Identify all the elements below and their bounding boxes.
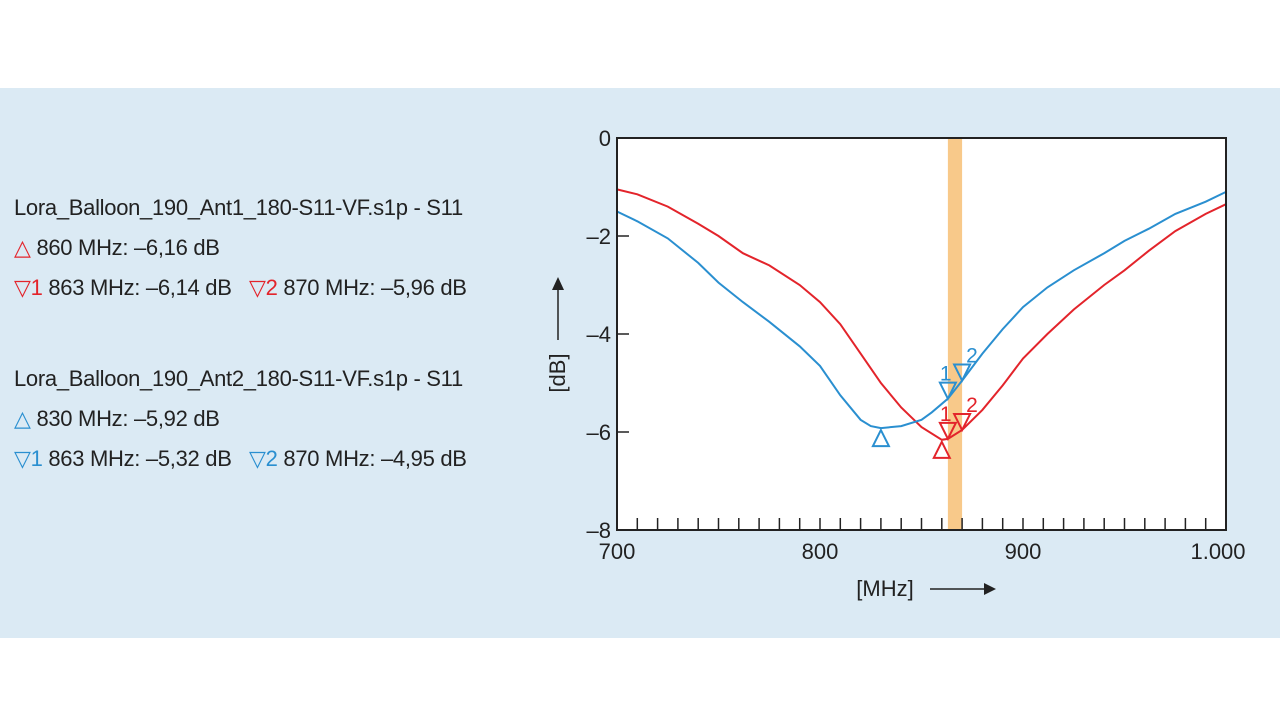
legend-title-ant2: Lora_Balloon_190_Ant2_180-S11-VF.s1p - S… xyxy=(14,366,463,391)
triangle-down-icon: ▽1 xyxy=(14,275,43,300)
legend-ant1: Lora_Balloon_190_Ant1_180-S11-VF.s1p - S… xyxy=(14,188,467,308)
legend-ant2: Lora_Balloon_190_Ant2_180-S11-VF.s1p - S… xyxy=(14,359,467,479)
plot-frame xyxy=(616,137,1227,531)
marker-triangle-down xyxy=(952,363,972,383)
marker-label: 2 xyxy=(966,394,978,417)
y-tick-label: –6 xyxy=(587,420,611,445)
x-axis-label: [MHz] xyxy=(856,576,913,601)
y-axis-label: [dB] xyxy=(545,353,570,392)
x-tick-label: 800 xyxy=(802,539,839,564)
legend-markers-ant1: ▽1 863 MHz: –6,14 dB ▽2 870 MHz: –5,96 d… xyxy=(14,268,467,308)
y-tick-label: –2 xyxy=(587,224,611,249)
marker-label: 2 xyxy=(966,345,978,368)
marker-triangle-down xyxy=(938,421,958,442)
triangle-up-icon: △ xyxy=(14,235,31,260)
marker-value: 870 MHz: –5,96 dB xyxy=(283,275,467,300)
min-marker-triangle-up xyxy=(871,427,891,448)
y-tick-label: –4 xyxy=(587,322,611,347)
marker-value: 860 MHz: –6,16 dB xyxy=(36,235,220,260)
x-tick-label: 700 xyxy=(599,539,636,564)
min-marker-triangle-up xyxy=(932,439,952,459)
marker-label: 1 xyxy=(940,363,952,386)
y-axis-arrowhead xyxy=(552,277,564,290)
marker-value: 863 MHz: –6,14 dB xyxy=(48,275,232,300)
x-tick-label: 900 xyxy=(1005,539,1042,564)
marker-label: 1 xyxy=(940,403,952,426)
triangle-down-icon: ▽1 xyxy=(14,446,43,471)
legend-markers-ant2: ▽1 863 MHz: –5,32 dB ▽2 870 MHz: –4,95 d… xyxy=(14,439,467,479)
x-tick-label: 1.000 xyxy=(1190,539,1245,564)
series-line-ant2 xyxy=(616,190,1227,430)
marker-value: 830 MHz: –5,92 dB xyxy=(36,406,220,431)
legend-min-ant1: △ 860 MHz: –6,16 dB xyxy=(14,228,467,268)
triangle-up-icon: △ xyxy=(14,406,31,431)
series-line-ant1 xyxy=(616,188,1227,441)
marker-value: 863 MHz: –5,32 dB xyxy=(48,446,232,471)
triangle-down-icon: ▽2 xyxy=(249,446,278,471)
y-tick-label: –8 xyxy=(587,518,611,543)
marker-triangle-down xyxy=(952,413,972,433)
x-axis-arrowhead xyxy=(984,583,996,595)
marker-triangle-down xyxy=(938,381,958,401)
plot-area xyxy=(617,138,1226,530)
legend-min-ant2: △ 830 MHz: –5,92 dB xyxy=(14,399,467,439)
y-tick-label: 0 xyxy=(599,126,611,151)
marker-value: 870 MHz: –4,95 dB xyxy=(283,446,467,471)
triangle-down-icon: ▽2 xyxy=(249,275,278,300)
highlight-band xyxy=(947,138,963,530)
legend-title-ant1: Lora_Balloon_190_Ant1_180-S11-VF.s1p - S… xyxy=(14,195,463,220)
